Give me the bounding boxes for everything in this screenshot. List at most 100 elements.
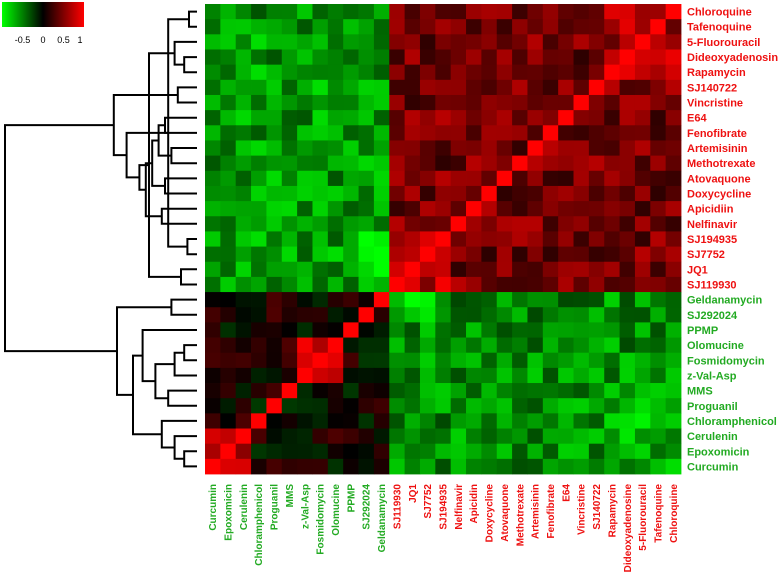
column-label: Atovaquone <box>500 484 511 542</box>
heatmap-cell <box>373 185 390 202</box>
row-label: Nelfinavir <box>687 219 738 231</box>
heatmap-cell <box>435 231 452 247</box>
heatmap-cell <box>558 398 574 414</box>
heatmap-cell <box>297 443 313 460</box>
column-label: Chloroquine <box>669 484 680 543</box>
heatmap-cell <box>665 140 682 157</box>
heatmap-cell <box>466 216 482 232</box>
heatmap-cell <box>542 170 559 187</box>
heatmap-cell <box>573 140 590 157</box>
heatmap-cell <box>435 398 452 414</box>
column-label: Doxycycline <box>485 484 496 543</box>
heatmap-cell <box>650 307 667 323</box>
heatmap-cell <box>419 49 436 66</box>
dendrogram-branch <box>170 147 197 165</box>
heatmap-cell <box>266 352 283 369</box>
heatmap-cell <box>404 383 421 399</box>
heatmap-cell <box>558 458 574 475</box>
heatmap-cell <box>205 428 221 445</box>
colorbar: -0.5 0 0.5 1 <box>2 2 84 45</box>
heatmap-cell <box>496 413 513 429</box>
heatmap-cell <box>588 79 605 96</box>
heatmap-cell <box>527 261 544 278</box>
heatmap-cell <box>450 125 467 141</box>
heatmap-cell <box>542 19 559 35</box>
heatmap-cell <box>634 64 651 81</box>
heatmap-cell <box>604 79 620 96</box>
heatmap-cell <box>205 79 221 96</box>
heatmap-cell <box>266 383 283 399</box>
heatmap-cell <box>435 34 452 50</box>
heatmap-cell <box>527 307 544 323</box>
heatmap-cells <box>205 4 682 475</box>
heatmap-cell <box>435 155 452 172</box>
heatmap-cell <box>358 352 375 369</box>
heatmap-cell <box>312 34 329 50</box>
column-label: PPMP <box>346 484 357 513</box>
heatmap-cell <box>450 307 467 323</box>
heatmap-cell <box>512 125 528 141</box>
heatmap-cell <box>634 4 651 20</box>
heatmap-cell <box>220 261 237 278</box>
heatmap-cell <box>297 246 313 263</box>
column-label: Proguanil <box>270 484 281 530</box>
heatmap-cell <box>650 185 667 202</box>
column-label: Curcumin <box>208 484 219 531</box>
column-label: JQ1 <box>408 484 419 503</box>
heatmap-cell <box>373 4 390 20</box>
heatmap-cell <box>604 125 620 141</box>
heatmap-cell <box>419 34 436 50</box>
heatmap-cell <box>404 170 421 187</box>
heatmap-cell <box>327 307 344 323</box>
dendrogram-branch <box>138 164 149 191</box>
heatmap-cell <box>373 49 390 66</box>
column-label: Cerulenin <box>239 484 250 530</box>
heatmap-cell <box>588 292 605 308</box>
heatmap-cell <box>619 428 636 445</box>
heatmap-cell <box>650 352 667 369</box>
heatmap-cell <box>404 322 421 338</box>
heatmap-cell <box>419 4 436 20</box>
heatmap-cell <box>634 155 651 172</box>
heatmap-cell <box>327 276 344 293</box>
heatmap-cell <box>327 110 344 126</box>
heatmap-cell <box>588 94 605 111</box>
heatmap-cell <box>312 201 329 217</box>
heatmap-cell <box>389 276 406 293</box>
heatmap-cell <box>573 246 590 263</box>
heatmap-cell <box>327 79 344 96</box>
heatmap-cell <box>573 34 590 50</box>
heatmap-cell <box>496 34 513 50</box>
heatmap-cell <box>419 231 436 247</box>
heatmap-cell <box>512 337 528 354</box>
heatmap-cell <box>419 79 436 96</box>
heatmap-cell <box>297 307 313 323</box>
heatmap-cell <box>327 4 344 20</box>
heatmap-cell <box>220 398 237 414</box>
heatmap-cell <box>619 413 636 429</box>
heatmap-cell <box>604 413 620 429</box>
heatmap-cell <box>542 110 559 126</box>
heatmap-cell <box>358 19 375 35</box>
heatmap-cell <box>312 140 329 157</box>
heatmap-cell <box>527 352 544 369</box>
heatmap-cell <box>604 261 620 278</box>
heatmap-cell <box>588 352 605 369</box>
row-label: SJ194935 <box>687 234 737 246</box>
heatmap-cell <box>558 19 574 35</box>
heatmap-cell <box>573 125 590 141</box>
heatmap-cell <box>466 110 482 126</box>
heatmap-cell <box>496 140 513 157</box>
heatmap-cell <box>450 19 467 35</box>
heatmap-cell <box>588 110 605 126</box>
heatmap-cell <box>558 261 574 278</box>
heatmap-cell <box>389 443 406 460</box>
heatmap-cell <box>266 276 283 293</box>
heatmap-cell <box>481 170 498 187</box>
heatmap-cell <box>573 94 590 111</box>
heatmap-cell <box>404 140 421 157</box>
heatmap-cell <box>435 428 452 445</box>
heatmap-cell <box>281 383 298 399</box>
heatmap-cell <box>481 261 498 278</box>
